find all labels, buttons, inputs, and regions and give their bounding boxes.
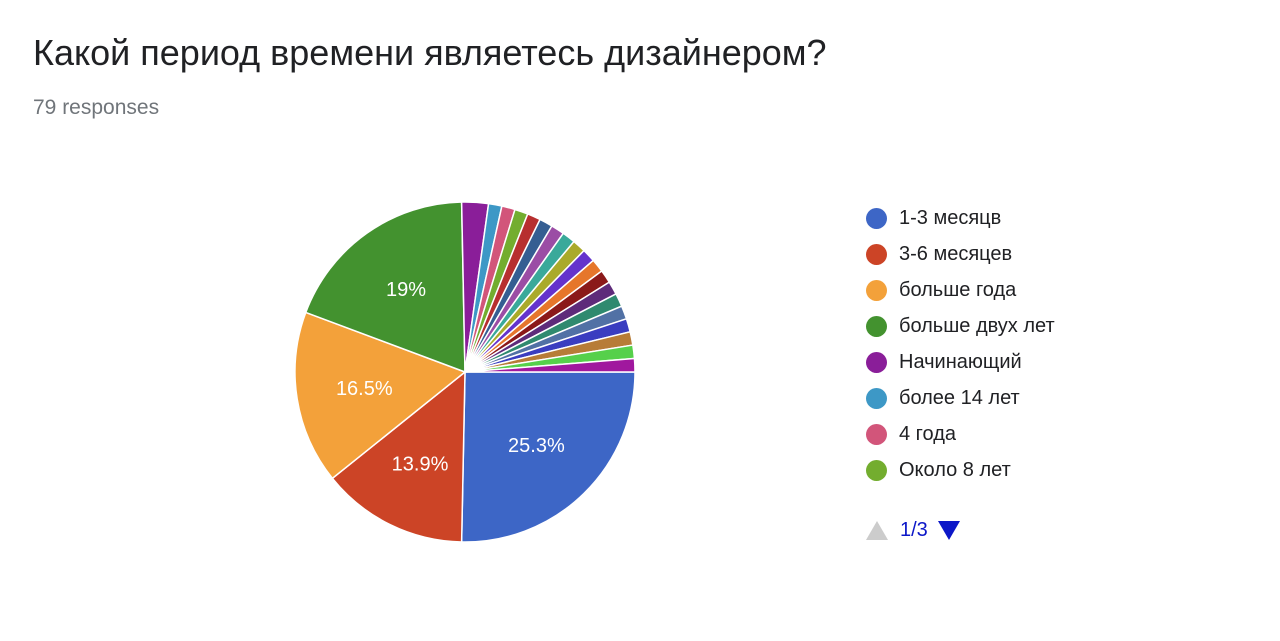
legend-label: 4 года: [899, 422, 957, 445]
legend-item: Около 8 лет: [866, 452, 1166, 488]
pie-slice: [460, 371, 636, 543]
legend-label: 1-3 месяцв: [899, 206, 1002, 229]
legend-swatch: [866, 207, 887, 229]
legend-swatch: [866, 423, 887, 445]
legend-label: Начинающий: [899, 350, 1022, 373]
legend-swatch: [866, 459, 887, 481]
slice-percent-label: 13.9%: [392, 454, 449, 476]
legend-swatch: [866, 315, 887, 337]
legend-label: больше двух лет: [899, 314, 1055, 337]
slice-percent-label: 19%: [386, 279, 426, 301]
slice-percent-label: 25.3%: [508, 435, 565, 457]
triangle-down-icon[interactable]: [937, 521, 960, 540]
pie-slice: [294, 311, 467, 480]
legend-item: 1-3 месяцв: [866, 200, 1166, 236]
legend-swatch: [866, 243, 887, 265]
legend-item: 4 года: [866, 416, 1166, 452]
triangle-up-icon[interactable]: [866, 521, 888, 540]
legend-label: 3-6 месяцев: [899, 242, 1013, 265]
legend-swatch: [866, 387, 887, 409]
legend-item: Начинающий: [866, 344, 1166, 380]
legend-page-indicator: 1/3: [900, 519, 928, 541]
legend-swatch: [866, 279, 887, 301]
legend-item: больше года: [866, 272, 1166, 308]
legend-item: 3-6 месяцев: [866, 236, 1166, 272]
pie-slice: [304, 201, 466, 374]
slice-percent-label: 16.5%: [336, 378, 393, 400]
pie-slice: [331, 370, 466, 543]
chart-legend: 1-3 месяцв 3-6 месяцев больше года больше д…: [866, 200, 1166, 488]
legend-label: Около 8 лет: [899, 458, 1011, 481]
pie-slice: [464, 357, 636, 373]
legend-swatch: [866, 351, 887, 373]
legend-item: более 14 лет: [866, 380, 1166, 416]
legend-item: больше двух лет: [866, 308, 1166, 344]
legend-label: больше года: [899, 278, 1017, 301]
response-count: 79 responses: [33, 96, 160, 119]
legend-label: более 14 лет: [899, 386, 1020, 409]
chart-title: Какой период времени являетесь дизайнеро…: [33, 32, 827, 73]
legend-pager: 1/3: [866, 519, 960, 542]
